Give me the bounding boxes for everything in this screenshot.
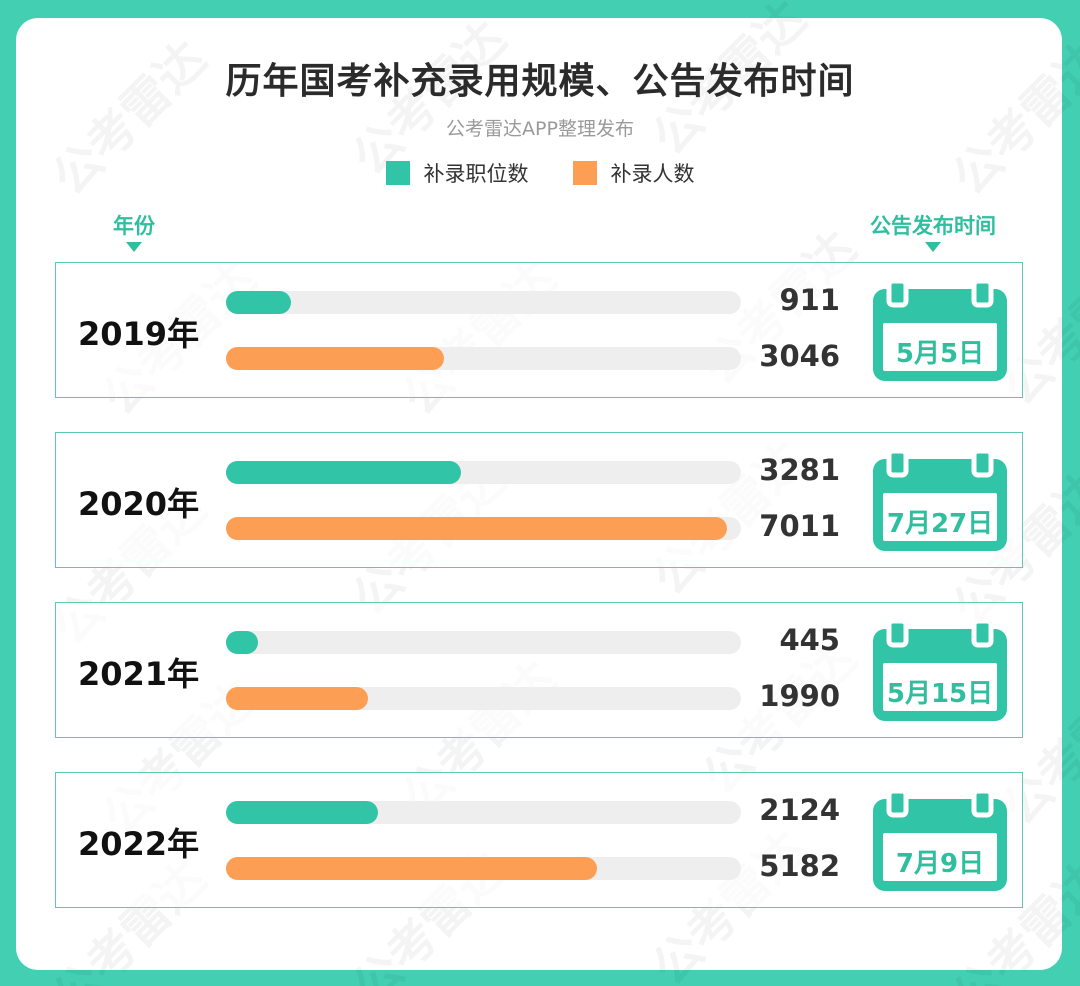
people-bar-track bbox=[226, 687, 741, 710]
legend-item-positions: 补录职位数 bbox=[385, 158, 529, 188]
positions-bar bbox=[226, 631, 258, 654]
legend-swatch-orange bbox=[572, 161, 597, 185]
people-value: 5182 bbox=[759, 849, 840, 883]
down-triangle-icon bbox=[126, 242, 142, 252]
positions-value: 2124 bbox=[759, 793, 840, 827]
calendar-icon: 5月15日 bbox=[873, 618, 1007, 721]
page-subtitle: 公考雷达APP整理发布 bbox=[446, 118, 634, 140]
positions-bar bbox=[226, 801, 378, 824]
date-column-label: 公告发布时间 bbox=[870, 214, 996, 238]
people-value: 7011 bbox=[759, 509, 840, 543]
positions-bar-track bbox=[226, 631, 741, 654]
announcement-date: 7月27日 bbox=[886, 509, 994, 539]
positions-bar-track bbox=[226, 801, 741, 824]
positions-bar bbox=[226, 461, 461, 484]
announcement-date: 5月15日 bbox=[886, 679, 994, 709]
legend-label: 补录职位数 bbox=[423, 162, 529, 186]
calendar-icon: 7月9日 bbox=[873, 788, 1007, 891]
positions-bar bbox=[226, 291, 291, 314]
people-bar bbox=[226, 687, 368, 710]
people-bar-track bbox=[226, 517, 741, 540]
people-bar bbox=[226, 517, 727, 540]
year-column-label: 年份 bbox=[113, 214, 155, 238]
positions-bar-track bbox=[226, 291, 741, 314]
year-label: 2021年 bbox=[78, 655, 200, 693]
announcement-date: 7月9日 bbox=[895, 849, 985, 879]
people-bar-track bbox=[226, 347, 741, 370]
page-title: 历年国考补充录用规模、公告发布时间 bbox=[225, 61, 855, 102]
people-bar-track bbox=[226, 857, 741, 880]
positions-value: 3281 bbox=[759, 453, 840, 487]
year-row: 2019年 911 3046 5月5日 bbox=[55, 262, 1023, 398]
people-bar bbox=[226, 347, 444, 370]
announcement-date: 5月5日 bbox=[895, 339, 985, 369]
positions-value: 445 bbox=[779, 623, 840, 657]
calendar-icon: 7月27日 bbox=[873, 448, 1007, 551]
year-label: 2019年 bbox=[78, 315, 200, 353]
year-row: 2022年 2124 5182 7月9日 bbox=[55, 772, 1023, 908]
year-label: 2022年 bbox=[78, 825, 200, 863]
year-label: 2020年 bbox=[78, 485, 200, 523]
legend-item-people: 补录人数 bbox=[572, 158, 695, 188]
down-triangle-icon bbox=[925, 242, 941, 252]
year-row: 2020年 3281 7011 7月27日 bbox=[55, 432, 1023, 568]
year-row: 2021年 445 1990 5月15日 bbox=[55, 602, 1023, 738]
date-column-header: 公告发布时间 bbox=[848, 210, 1018, 252]
year-column-header: 年份 bbox=[106, 210, 162, 252]
people-value: 3046 bbox=[759, 339, 840, 373]
positions-bar-track bbox=[226, 461, 741, 484]
calendar-icon: 5月5日 bbox=[873, 278, 1007, 381]
positions-value: 911 bbox=[779, 283, 840, 317]
legend-label: 补录人数 bbox=[610, 162, 695, 186]
legend-swatch-teal bbox=[385, 161, 410, 185]
people-value: 1990 bbox=[759, 679, 840, 713]
legend: 补录职位数 补录人数 bbox=[0, 158, 1080, 188]
people-bar bbox=[226, 857, 597, 880]
